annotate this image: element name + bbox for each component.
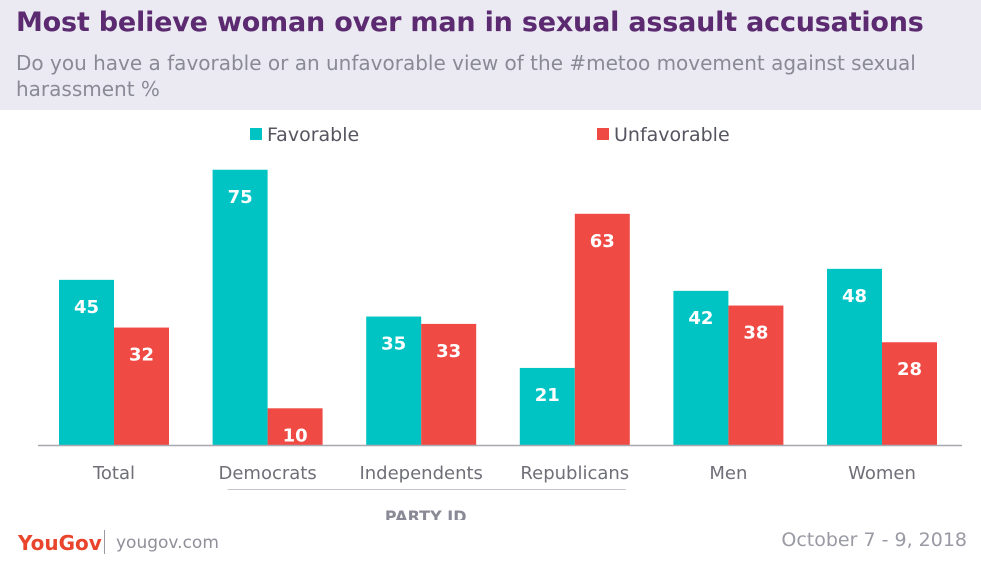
- legend-label-unfavorable: Unfavorable: [614, 124, 730, 146]
- legend-swatch-unfavorable: [597, 128, 609, 140]
- bar-independents-favorable: [366, 316, 422, 445]
- chart-subtitle: Do you have a favorable or an unfavorabl…: [16, 51, 916, 101]
- data-label-democrats-favorable: 75: [228, 187, 253, 208]
- bar-democrats-favorable: [212, 169, 268, 445]
- category-label-total: Total: [92, 463, 135, 484]
- category-label-women: Women: [848, 463, 916, 484]
- chart-title: Most believe woman over man in sexual as…: [16, 7, 924, 38]
- category-label-republicans: Republicans: [520, 463, 629, 484]
- survey-date: October 7 - 9, 2018: [781, 529, 967, 551]
- data-label-independents-favorable: 35: [381, 334, 406, 355]
- data-label-women-unfavorable: 28: [897, 359, 922, 380]
- data-label-men-favorable: 42: [688, 308, 713, 329]
- bar-total-unfavorable: [114, 327, 169, 445]
- footer-divider: [104, 530, 105, 554]
- bar-men-unfavorable: [728, 305, 784, 445]
- footer-url[interactable]: yougov.com: [116, 533, 219, 553]
- bar-democrats-unfavorable: [267, 408, 323, 445]
- bar-total-favorable: [59, 279, 114, 445]
- data-label-democrats-unfavorable: 10: [283, 425, 308, 446]
- bar-chart: Favorable Unfavorable 45 32 Total 75 10 Democra…: [38, 124, 962, 520]
- data-label-total-favorable: 45: [74, 297, 99, 318]
- data-label-republicans-unfavorable: 63: [590, 231, 615, 252]
- data-label-women-favorable: 48: [842, 286, 867, 307]
- category-label-men: Men: [709, 463, 747, 484]
- data-label-total-unfavorable: 32: [129, 345, 154, 366]
- data-label-men-unfavorable: 38: [743, 323, 768, 344]
- bar-women-unfavorable: [882, 342, 937, 445]
- data-label-independents-unfavorable: 33: [436, 341, 461, 362]
- data-label-republicans-favorable: 21: [535, 385, 560, 406]
- category-label-democrats: Democrats: [218, 463, 316, 484]
- bar-women-favorable: [827, 268, 882, 445]
- header-band: Most believe woman over man in sexual as…: [0, 0, 981, 110]
- party-id-label: PARTY ID: [385, 507, 467, 520]
- category-label-independents: Independents: [359, 463, 482, 484]
- legend-label-favorable: Favorable: [267, 124, 359, 146]
- yougov-logo: YouGov: [18, 531, 102, 555]
- bar-independents-unfavorable: [421, 323, 477, 445]
- legend-swatch-favorable: [250, 128, 262, 140]
- bar-men-favorable: [673, 290, 729, 445]
- bar-republicans-unfavorable: [574, 213, 630, 445]
- bar-republicans-favorable: [519, 367, 575, 445]
